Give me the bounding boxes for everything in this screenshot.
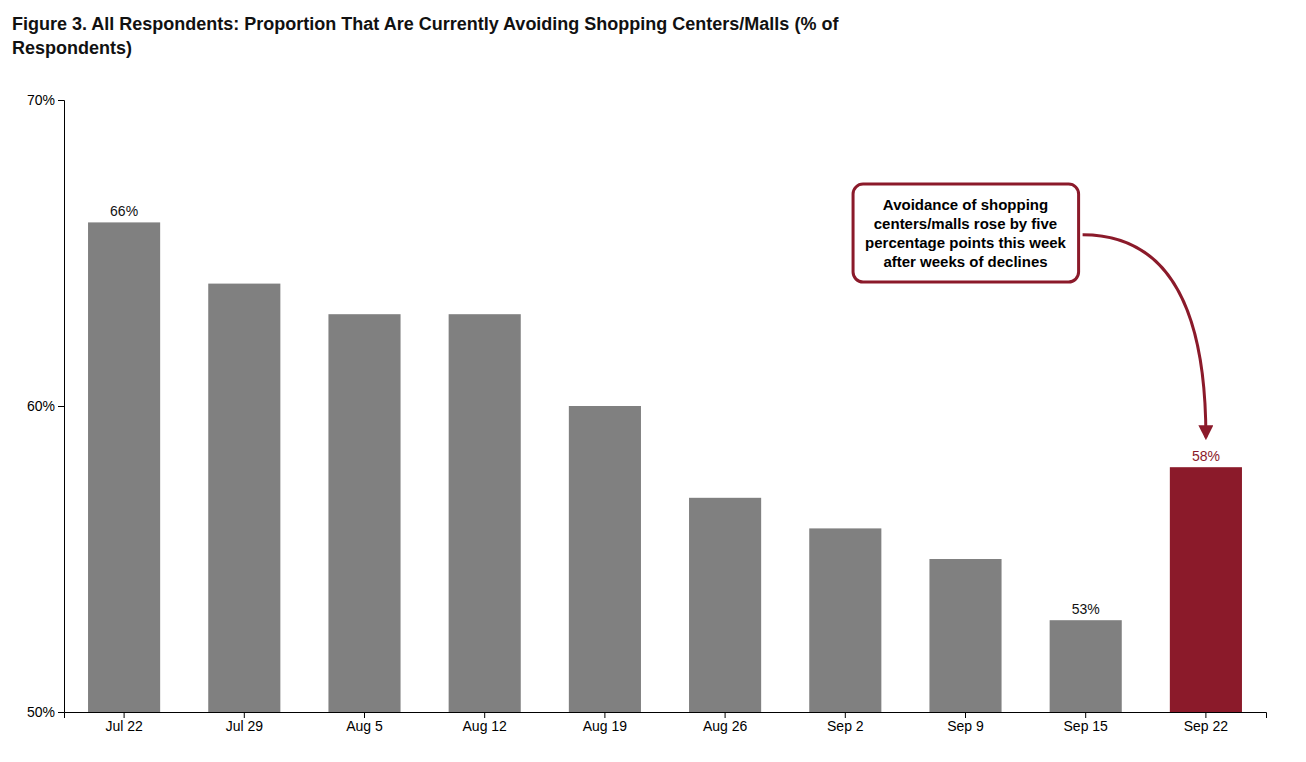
bar [1170,467,1242,712]
y-tick-mark [58,100,64,101]
y-axis: 50% 60% 70% [27,92,65,720]
bar [208,284,280,712]
x-tick-label: Aug 5 [346,718,383,734]
y-tick-label: 70% [27,92,55,108]
x-tick-label: Sep 22 [1184,718,1229,734]
annotation: Avoidance of shopping centers/malls rose … [853,184,1206,437]
data-label: 53% [1072,601,1100,617]
plot-area: Jul 22 Jul 29 Aug 5 Aug 12 Aug 19 Aug 26 Sep 2… [27,92,1267,734]
annotation-arrow [1083,235,1206,438]
x-tick-label: Aug 12 [463,718,508,734]
title-line: Respondents) [12,38,132,58]
x-tick-label: Sep 2 [827,718,864,734]
x-tick-label: Sep 9 [947,718,984,734]
x-tick: Aug 12 [463,712,508,734]
y-axis-line [58,101,65,713]
data-label: 58% [1192,448,1220,464]
bar [1050,620,1122,712]
x-tick: Aug 19 [583,712,628,734]
annotation-line: centers/malls rose by five [874,215,1057,232]
x-tick: Sep 9 [947,712,984,734]
x-tick: Sep 22 [1184,712,1229,734]
bar [88,222,160,712]
y-tick-label: 50% [27,704,55,720]
bar [569,406,641,712]
x-tick-label: Jul 22 [105,718,143,734]
annotation-box [853,184,1079,282]
x-tick-label: Aug 19 [583,718,628,734]
x-axis: Jul 22 Jul 29 Aug 5 Aug 12 Aug 19 Aug 26 Sep 2… [65,712,1267,734]
x-tick: Sep 15 [1064,712,1109,734]
annotation-line: percentage points this week [865,234,1067,251]
x-tick: Jul 29 [226,712,264,734]
data-label: 66% [110,203,138,219]
x-tick: Sep 2 [827,712,864,734]
bar [809,528,881,712]
x-tick: Jul 22 [105,712,143,734]
bar [328,314,400,712]
y-tick: 70% [27,92,64,108]
y-tick-mark [58,712,64,713]
y-tick-label: 60% [27,398,55,414]
y-tick-mark [58,406,64,407]
title-line: Figure 3. All Respondents: Proportion Th… [12,14,839,34]
title: Figure 3. All Respondents: Proportion Th… [12,14,839,58]
x-tick-label: Aug 26 [703,718,748,734]
x-tick: Aug 26 [703,712,748,734]
x-tick-label: Jul 29 [226,718,264,734]
bar [689,498,761,712]
bar [449,314,521,712]
annotation-text: Avoidance of shopping centers/malls rose … [865,196,1067,270]
y-tick: 50% [27,704,64,720]
bars [88,222,1242,712]
x-tick-label: Sep 15 [1064,718,1109,734]
x-tick: Aug 5 [346,712,383,734]
y-tick: 60% [27,398,64,414]
annotation-line: Avoidance of shopping [883,196,1048,213]
chart-svg: Figure 3. All Respondents: Proportion Th… [0,0,1306,762]
annotation-line: after weeks of declines [883,253,1047,270]
bar [929,559,1001,712]
